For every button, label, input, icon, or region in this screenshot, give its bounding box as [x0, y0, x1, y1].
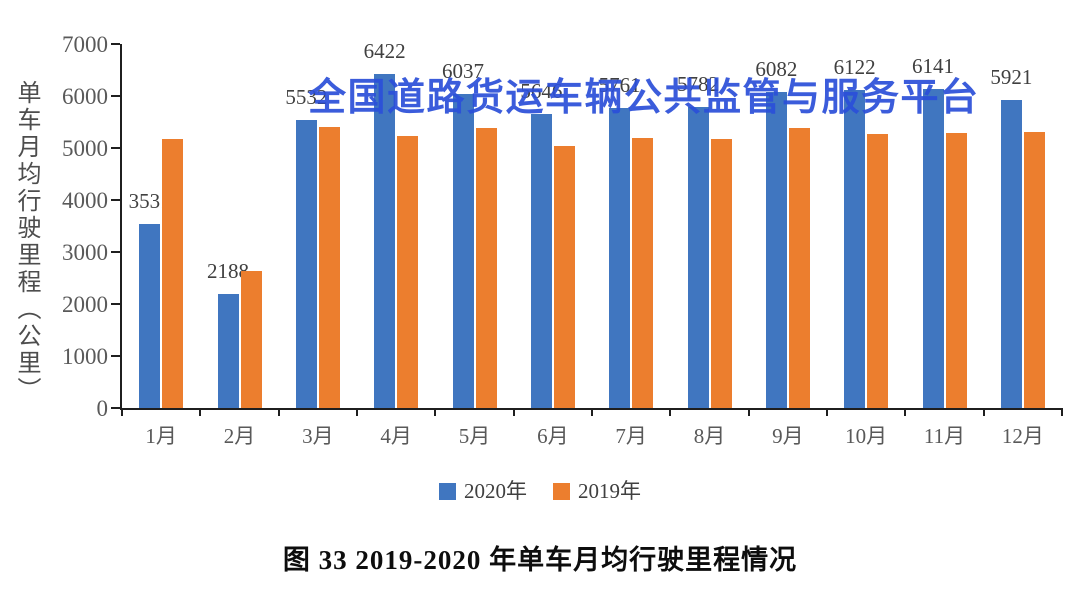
y-tick-mark	[111, 199, 120, 201]
x-axis-label-8月: 8月	[693, 424, 726, 448]
x-axis-label-11月: 11月	[923, 424, 966, 448]
x-tick-mark	[121, 408, 123, 416]
y-tick-label: 3000	[62, 240, 108, 265]
bar-2019年-10月	[867, 134, 889, 408]
x-tick-mark	[669, 408, 672, 416]
bar-2019年-5月	[475, 127, 497, 408]
x-tick-mark	[199, 408, 202, 416]
bar-value-label: 5921	[990, 65, 1033, 90]
watermark-text: 全国道路货运车辆公共监管与服务平台	[308, 77, 980, 119]
x-tick-mark	[747, 408, 750, 416]
figure-caption: 图 33 2019-2020 年单车月均行驶里程情况	[282, 545, 798, 575]
y-axis-title: 单车月均行驶里程（公里）	[13, 80, 39, 404]
y-tick-label: 5000	[62, 136, 108, 161]
bar-value-label: 5532	[285, 85, 328, 110]
bar-value-label: 6122	[833, 54, 876, 79]
bar-value-label: 6082	[755, 56, 798, 81]
y-tick-label: 2000	[62, 292, 108, 317]
bar-2020年-8月	[687, 107, 709, 408]
x-tick-mark	[512, 408, 515, 416]
bar-2019年-2月	[240, 271, 262, 408]
bar-2020年-11月	[922, 88, 944, 408]
x-tick-mark	[591, 408, 593, 416]
y-tick-mark	[111, 407, 120, 409]
bar-2020年-2月	[217, 294, 239, 408]
x-axis-label-1月: 1月	[145, 424, 177, 448]
legend-swatch-2020年	[439, 483, 456, 500]
x-axis-label-6月: 6月	[537, 424, 569, 448]
y-tick-label: 6000	[62, 84, 108, 109]
y-tick-mark	[111, 355, 120, 357]
bar-2020年-6月	[530, 114, 552, 408]
x-axis-label-5月: 5月	[458, 424, 491, 448]
x-axis-label-7月: 7月	[615, 424, 647, 448]
bar-value-label: 2188	[207, 259, 249, 284]
bar-2019年-7月	[632, 137, 654, 408]
x-tick-mark	[356, 408, 358, 416]
legend-swatch-2019年	[553, 483, 570, 500]
bar-2020年-5月	[452, 94, 474, 408]
bar-2020年-3月	[295, 120, 317, 408]
y-tick-mark	[111, 303, 120, 305]
legend-item-2019年: 2019年	[553, 481, 641, 502]
bar-value-label: 6141	[912, 53, 954, 78]
y-tick-mark	[111, 43, 120, 45]
y-tick-label: 0	[96, 396, 109, 421]
x-tick-mark	[904, 408, 907, 416]
bar-value-label: 5761	[598, 73, 641, 98]
bar-2020年-4月	[374, 74, 396, 408]
bar-2020年-7月	[609, 108, 631, 408]
y-tick-label: 7000	[62, 32, 108, 57]
x-tick-mark	[982, 408, 985, 416]
bar-2020年-9月	[765, 91, 787, 408]
bar-2020年-10月	[844, 89, 866, 408]
y-tick-mark	[111, 147, 120, 149]
bar-2019年-1月	[162, 138, 184, 408]
bar-2019年-9月	[788, 127, 810, 408]
y-tick-mark	[111, 251, 120, 253]
bar-2020年-1月	[139, 224, 161, 408]
y-tick-label: 4000	[62, 188, 108, 213]
plot-area: 3531 1月 2188 2月 5532 3月 6422 4月 6037 5月 5646 6月 5761…	[111, 39, 1063, 447]
x-axis-label-2月: 2月	[223, 424, 256, 448]
x-axis-label-4月: 4月	[380, 424, 412, 448]
chart-legend: 2020年 2019年	[0, 481, 1080, 502]
bar-2019年-3月	[318, 127, 340, 408]
bar-2019年-11月	[945, 133, 967, 408]
bar-2019年-6月	[553, 146, 575, 408]
x-axis-label-3月: 3月	[302, 424, 334, 448]
legend-label-2019年: 2019年	[578, 479, 641, 503]
bar-value-label: 5782	[677, 72, 719, 97]
x-axis-label-10月: 10月	[845, 424, 888, 448]
x-tick-mark	[277, 408, 280, 416]
y-tick-mark	[111, 95, 120, 97]
bar-2020年-12月	[1000, 100, 1022, 408]
bar-value-label: 6037	[442, 59, 484, 84]
y-tick-label: 1000	[62, 344, 108, 369]
bar-2019年-4月	[397, 135, 419, 408]
bar-2019年-8月	[710, 139, 732, 408]
bar-value-label: 5646	[520, 79, 563, 104]
bar-2019年-12月	[1023, 131, 1045, 408]
x-tick-mark	[434, 408, 437, 416]
legend-label-2020年: 2020年	[464, 479, 527, 503]
x-axis-label-12月: 12月	[1001, 424, 1044, 448]
bar-value-label: 6422	[363, 39, 406, 64]
x-axis-label-9月: 9月	[772, 424, 804, 448]
x-tick-mark	[1061, 408, 1063, 416]
legend-item-2020年: 2020年	[439, 481, 527, 502]
x-tick-mark	[826, 408, 828, 416]
bar-value-label: 3531	[128, 189, 171, 214]
